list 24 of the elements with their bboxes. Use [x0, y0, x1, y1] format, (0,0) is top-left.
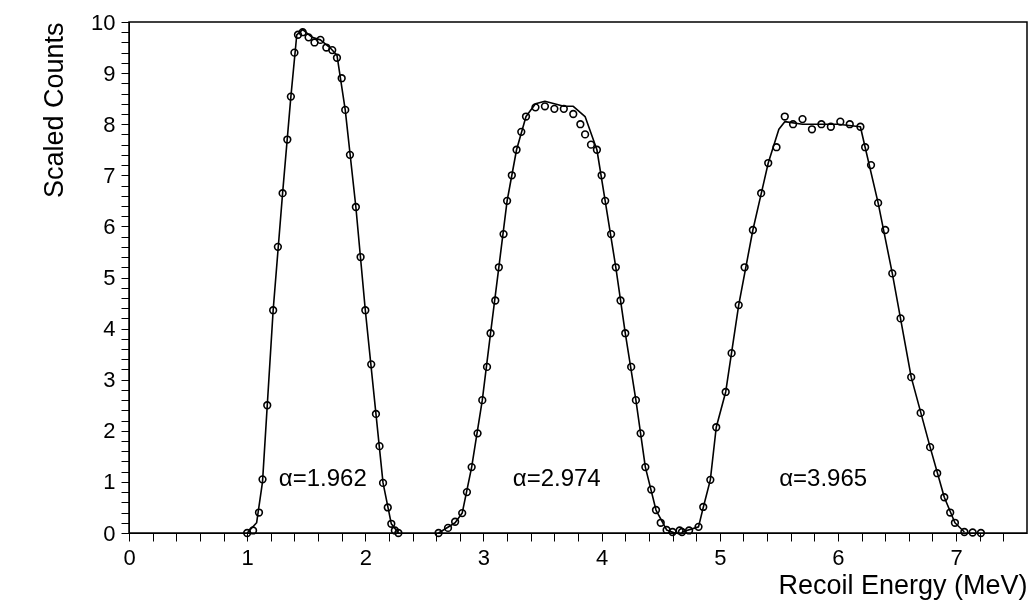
- y-tick-label: 9: [103, 60, 116, 86]
- y-tick-label: 1: [103, 469, 116, 495]
- y-tick-label: 10: [91, 9, 116, 35]
- annotation: α=1.962: [278, 464, 367, 492]
- x-tick-label: 5: [714, 544, 727, 570]
- annotation: α=2.974: [512, 464, 601, 492]
- y-tick-label: 2: [103, 418, 116, 444]
- x-tick-label: 1: [241, 544, 254, 570]
- x-tick-label: 0: [123, 544, 136, 570]
- y-tick-label: 5: [103, 265, 116, 290]
- y-tick-label: 8: [103, 111, 116, 137]
- x-tick-label: 3: [477, 544, 491, 570]
- x-tick-label: 7: [950, 544, 963, 570]
- x-tick-label: 2: [359, 544, 372, 570]
- x-tick-label: 6: [832, 544, 845, 570]
- x-tick-label: 4: [596, 544, 609, 570]
- y-tick-label: 4: [103, 316, 116, 342]
- y-tick-label: 7: [103, 162, 116, 188]
- y-tick-label: 6: [103, 213, 116, 239]
- y-tick-label: 0: [103, 520, 116, 546]
- x-axis-title: Recoil Energy (MeV): [778, 569, 1028, 600]
- annotation: α=3.965: [779, 464, 868, 492]
- y-axis-title: Scaled Counts: [39, 22, 70, 199]
- y-tick-label: 3: [103, 367, 116, 393]
